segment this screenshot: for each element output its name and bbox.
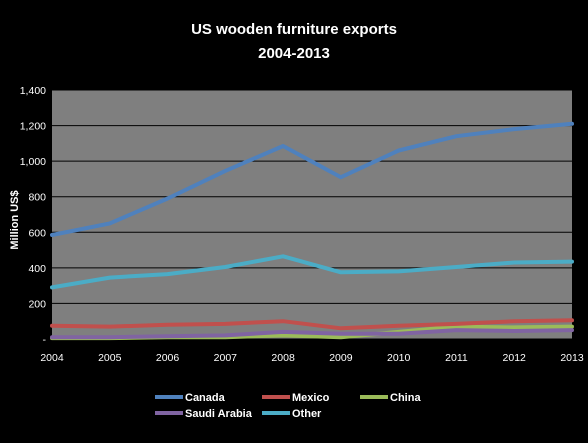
x-tick-label: 2008 bbox=[271, 352, 295, 364]
y-axis-label: Million US$ bbox=[9, 190, 21, 249]
x-axis-ticks: 2004 2005 2006 2007 2008 2009 2010 2011 2012 2013 bbox=[40, 352, 584, 364]
x-tick-label: 2010 bbox=[387, 352, 411, 364]
legend-label-china: China bbox=[390, 392, 421, 404]
series-line-other bbox=[50, 254, 574, 290]
x-tick-label: 2013 bbox=[560, 352, 584, 364]
legend-label-canada: Canada bbox=[185, 392, 226, 404]
y-tick-label: - bbox=[43, 334, 47, 346]
chart-title: US wooden furniture exports bbox=[191, 21, 397, 38]
y-tick-label: 600 bbox=[28, 227, 46, 239]
x-tick-label: 2011 bbox=[445, 352, 468, 364]
series-line-mexico bbox=[50, 318, 574, 331]
x-tick-label: 2007 bbox=[214, 352, 238, 364]
y-tick-label: 1,000 bbox=[20, 156, 46, 168]
legend: Canada Mexico China Saudi Arabia Other bbox=[155, 392, 421, 420]
x-tick-label: 2006 bbox=[156, 352, 180, 364]
series-line-saudi-arabia bbox=[50, 328, 574, 340]
x-tick-label: 2005 bbox=[98, 352, 122, 364]
series-line-canada bbox=[50, 121, 574, 237]
y-tick-label: 1,400 bbox=[20, 85, 46, 97]
series-lines bbox=[50, 121, 574, 341]
legend-label-other: Other bbox=[292, 408, 322, 420]
chart-subtitle: 2004-2013 bbox=[258, 45, 330, 62]
legend-label-saudi-arabia: Saudi Arabia bbox=[185, 408, 253, 420]
y-tick-label: 1,200 bbox=[20, 121, 46, 133]
y-tick-label: 200 bbox=[28, 298, 46, 310]
y-tick-label: 400 bbox=[28, 263, 46, 275]
legend-label-mexico: Mexico bbox=[292, 392, 330, 404]
y-axis-ticks: - 200 400 600 800 1,000 1,200 1,400 bbox=[20, 85, 47, 346]
y-tick-label: 800 bbox=[28, 192, 46, 204]
x-tick-label: 2009 bbox=[329, 352, 353, 364]
x-tick-label: 2012 bbox=[503, 352, 527, 364]
x-tick-label: 2004 bbox=[40, 352, 64, 364]
